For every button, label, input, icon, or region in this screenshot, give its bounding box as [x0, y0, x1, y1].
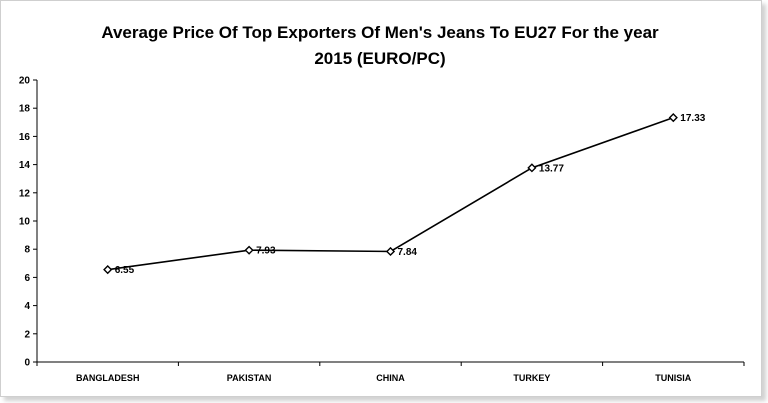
- x-category-label: TURKEY: [513, 373, 550, 383]
- data-point-marker: [385, 246, 396, 257]
- markers-group: [103, 113, 678, 275]
- y-tick-label: 4: [24, 301, 30, 312]
- y-tick-label: 10: [19, 217, 31, 228]
- chart-title-line-2: 2015 (EURO/PC): [314, 49, 446, 68]
- data-label: 7.93: [256, 246, 276, 257]
- data-point-marker: [244, 245, 254, 255]
- y-tick-label: 0: [24, 358, 30, 369]
- y-tick-label: 20: [19, 76, 31, 87]
- data-point-marker: [527, 163, 537, 173]
- data-label: 6.55: [115, 265, 135, 276]
- x-category-label: TUNISIA: [655, 373, 692, 383]
- y-tick-label: 2: [24, 329, 30, 340]
- x-category-label: BANGLADESH: [76, 373, 140, 383]
- data-label: 17.33: [680, 113, 705, 124]
- series-group: [107, 116, 674, 271]
- axes: [36, 80, 744, 363]
- chart-title-line-1: Average Price Of Top Exporters Of Men's …: [101, 23, 659, 42]
- x-category-label: CHINA: [376, 373, 405, 383]
- x-category-label: PAKISTAN: [227, 373, 272, 383]
- series-line: [107, 116, 674, 271]
- chart-title: Average Price Of Top Exporters Of Men's …: [80, 20, 680, 72]
- x-axis-ticks: BANGLADESH PAKISTAN CHINA TURKEY TUNISIA: [36, 362, 745, 383]
- chart-frame: [0, 0, 762, 397]
- y-tick-label: 6: [24, 273, 30, 284]
- y-tick-label: 12: [19, 188, 31, 199]
- y-tick-label: 18: [19, 104, 31, 115]
- data-point-marker: [103, 265, 113, 275]
- data-label: 13.77: [539, 163, 564, 174]
- data-label: 7.84: [398, 247, 418, 258]
- data-point-marker: [668, 113, 678, 123]
- data-labels-group: 6.55 7.93 7.84 13.77 17.33: [115, 113, 706, 276]
- y-tick-label: 16: [19, 132, 31, 143]
- y-tick-label: 8: [24, 245, 30, 256]
- y-axis-ticks: 0 2 4 6 8 10 12 14 16 18 20: [19, 76, 37, 369]
- y-tick-label: 14: [19, 160, 31, 171]
